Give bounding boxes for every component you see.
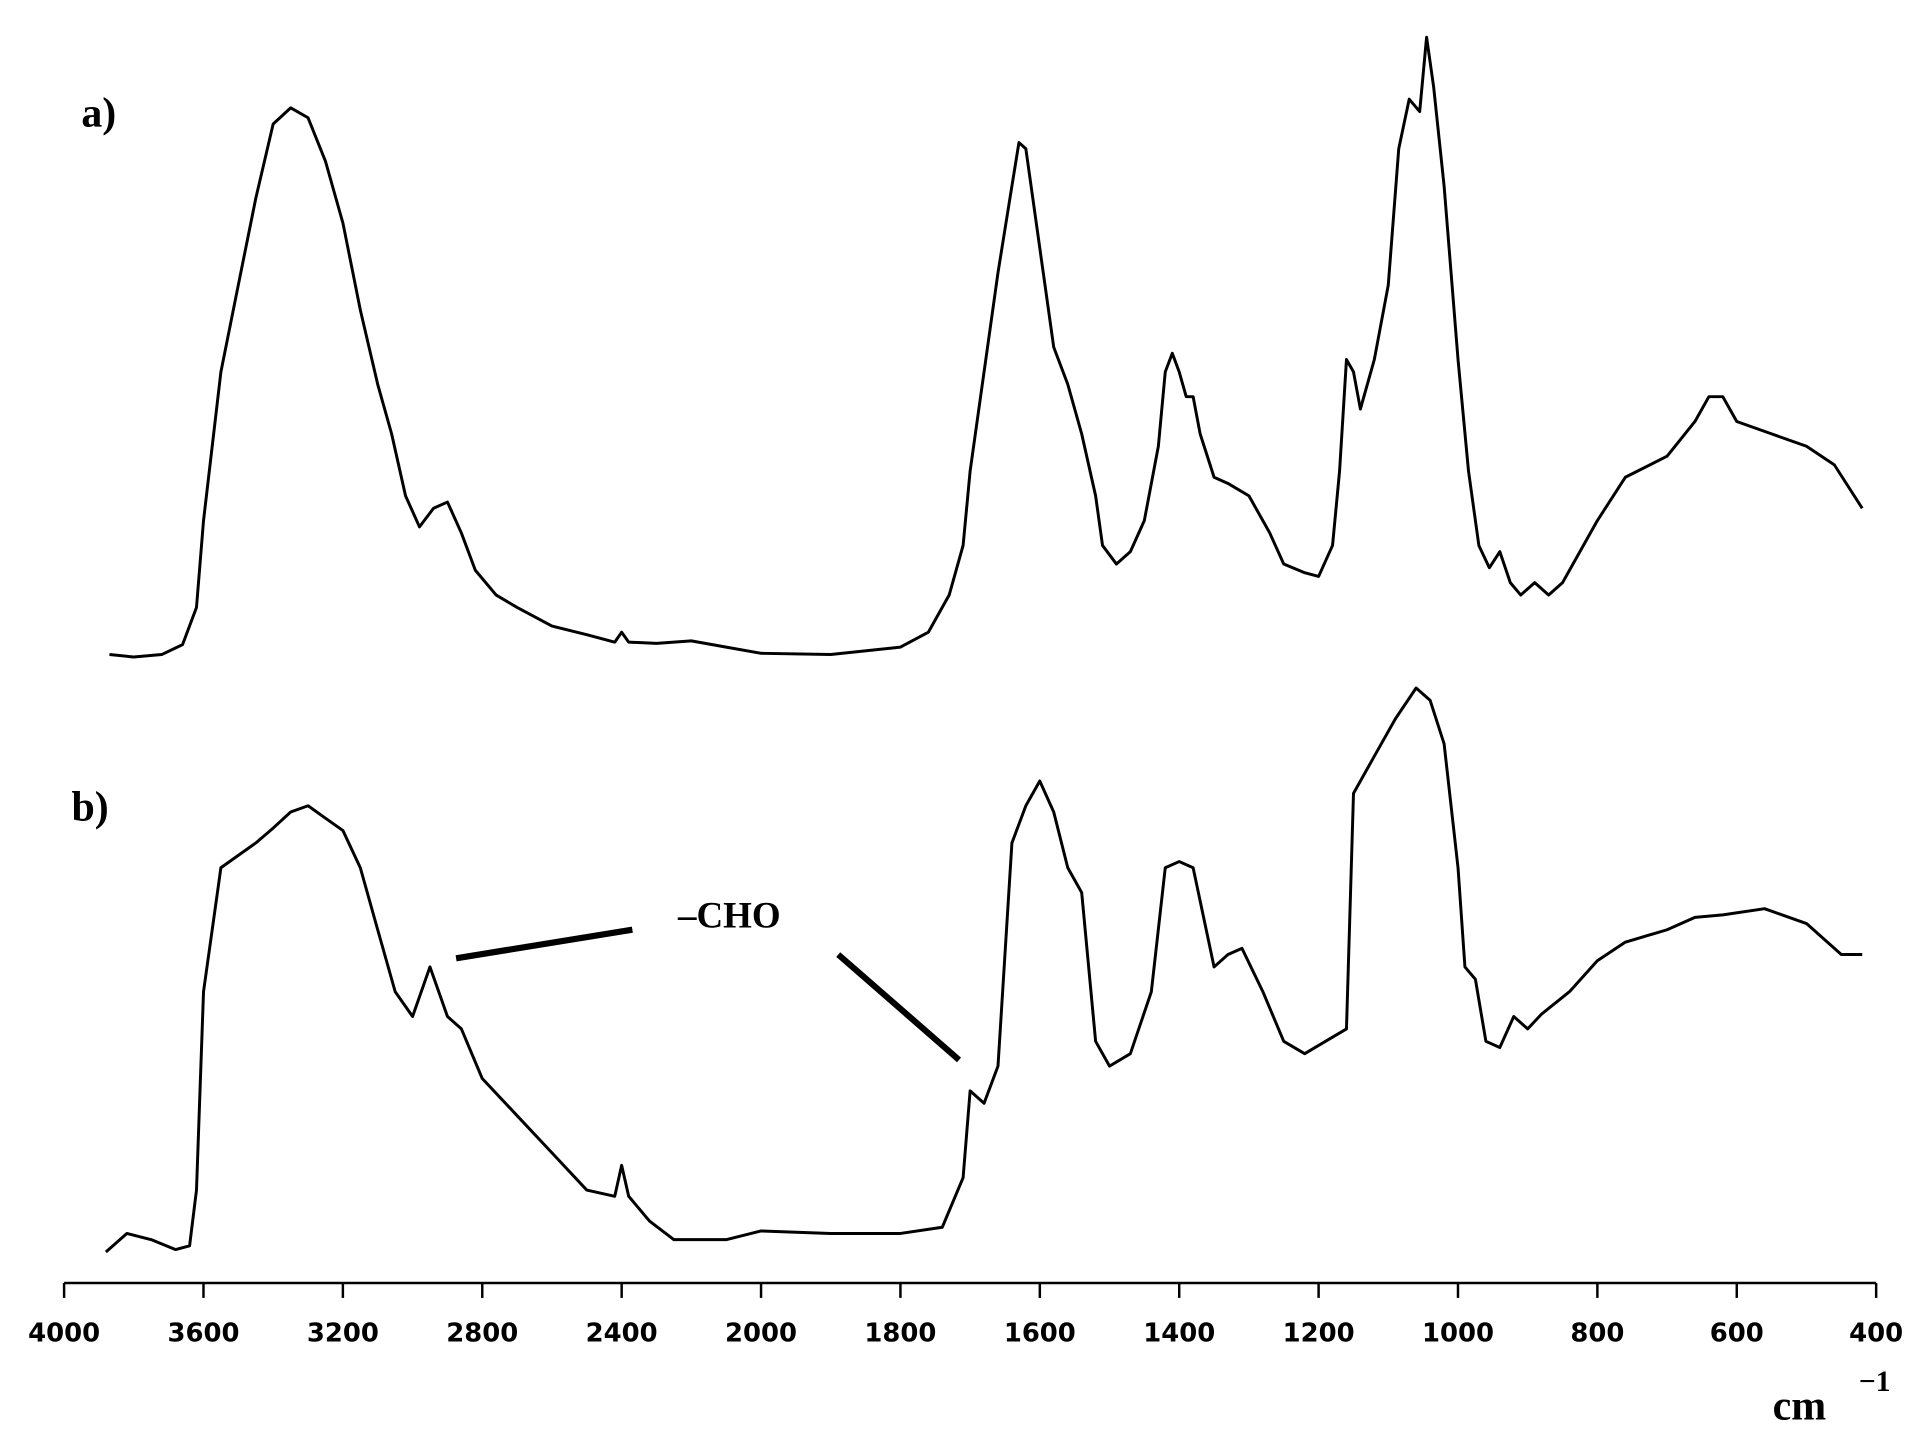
x-tick-label: 1200 — [1283, 1318, 1355, 1348]
series-label: a) — [81, 90, 116, 136]
x-tick-label: 1600 — [1004, 1318, 1076, 1348]
annotation: –CHO — [677, 895, 781, 936]
x-tick-label: 400 — [1849, 1318, 1903, 1348]
x-tick-label: 2000 — [725, 1318, 797, 1348]
x-axis-label-superscript: −1 — [1859, 1366, 1891, 1398]
x-axis-label: cm — [1773, 1383, 1827, 1429]
x-tick-label: 2800 — [446, 1318, 518, 1348]
spectrum-line — [109, 35, 1864, 659]
x-tick-label: 800 — [1570, 1318, 1624, 1348]
x-tick-label: 1800 — [864, 1318, 936, 1348]
annotation-line — [455, 926, 633, 962]
x-tick-label: 600 — [1710, 1318, 1764, 1348]
spectrum-line — [104, 686, 1863, 1254]
annotation-line — [836, 952, 962, 1063]
x-tick-label: 3200 — [307, 1318, 379, 1348]
x-tick-label: 3600 — [167, 1318, 239, 1348]
series-label: b) — [71, 785, 108, 831]
x-tick-label: 2400 — [586, 1318, 658, 1348]
x-tick-label: 1400 — [1143, 1318, 1215, 1348]
x-tick-label: 4000 — [28, 1318, 100, 1348]
x-tick-label: 1000 — [1422, 1318, 1494, 1348]
